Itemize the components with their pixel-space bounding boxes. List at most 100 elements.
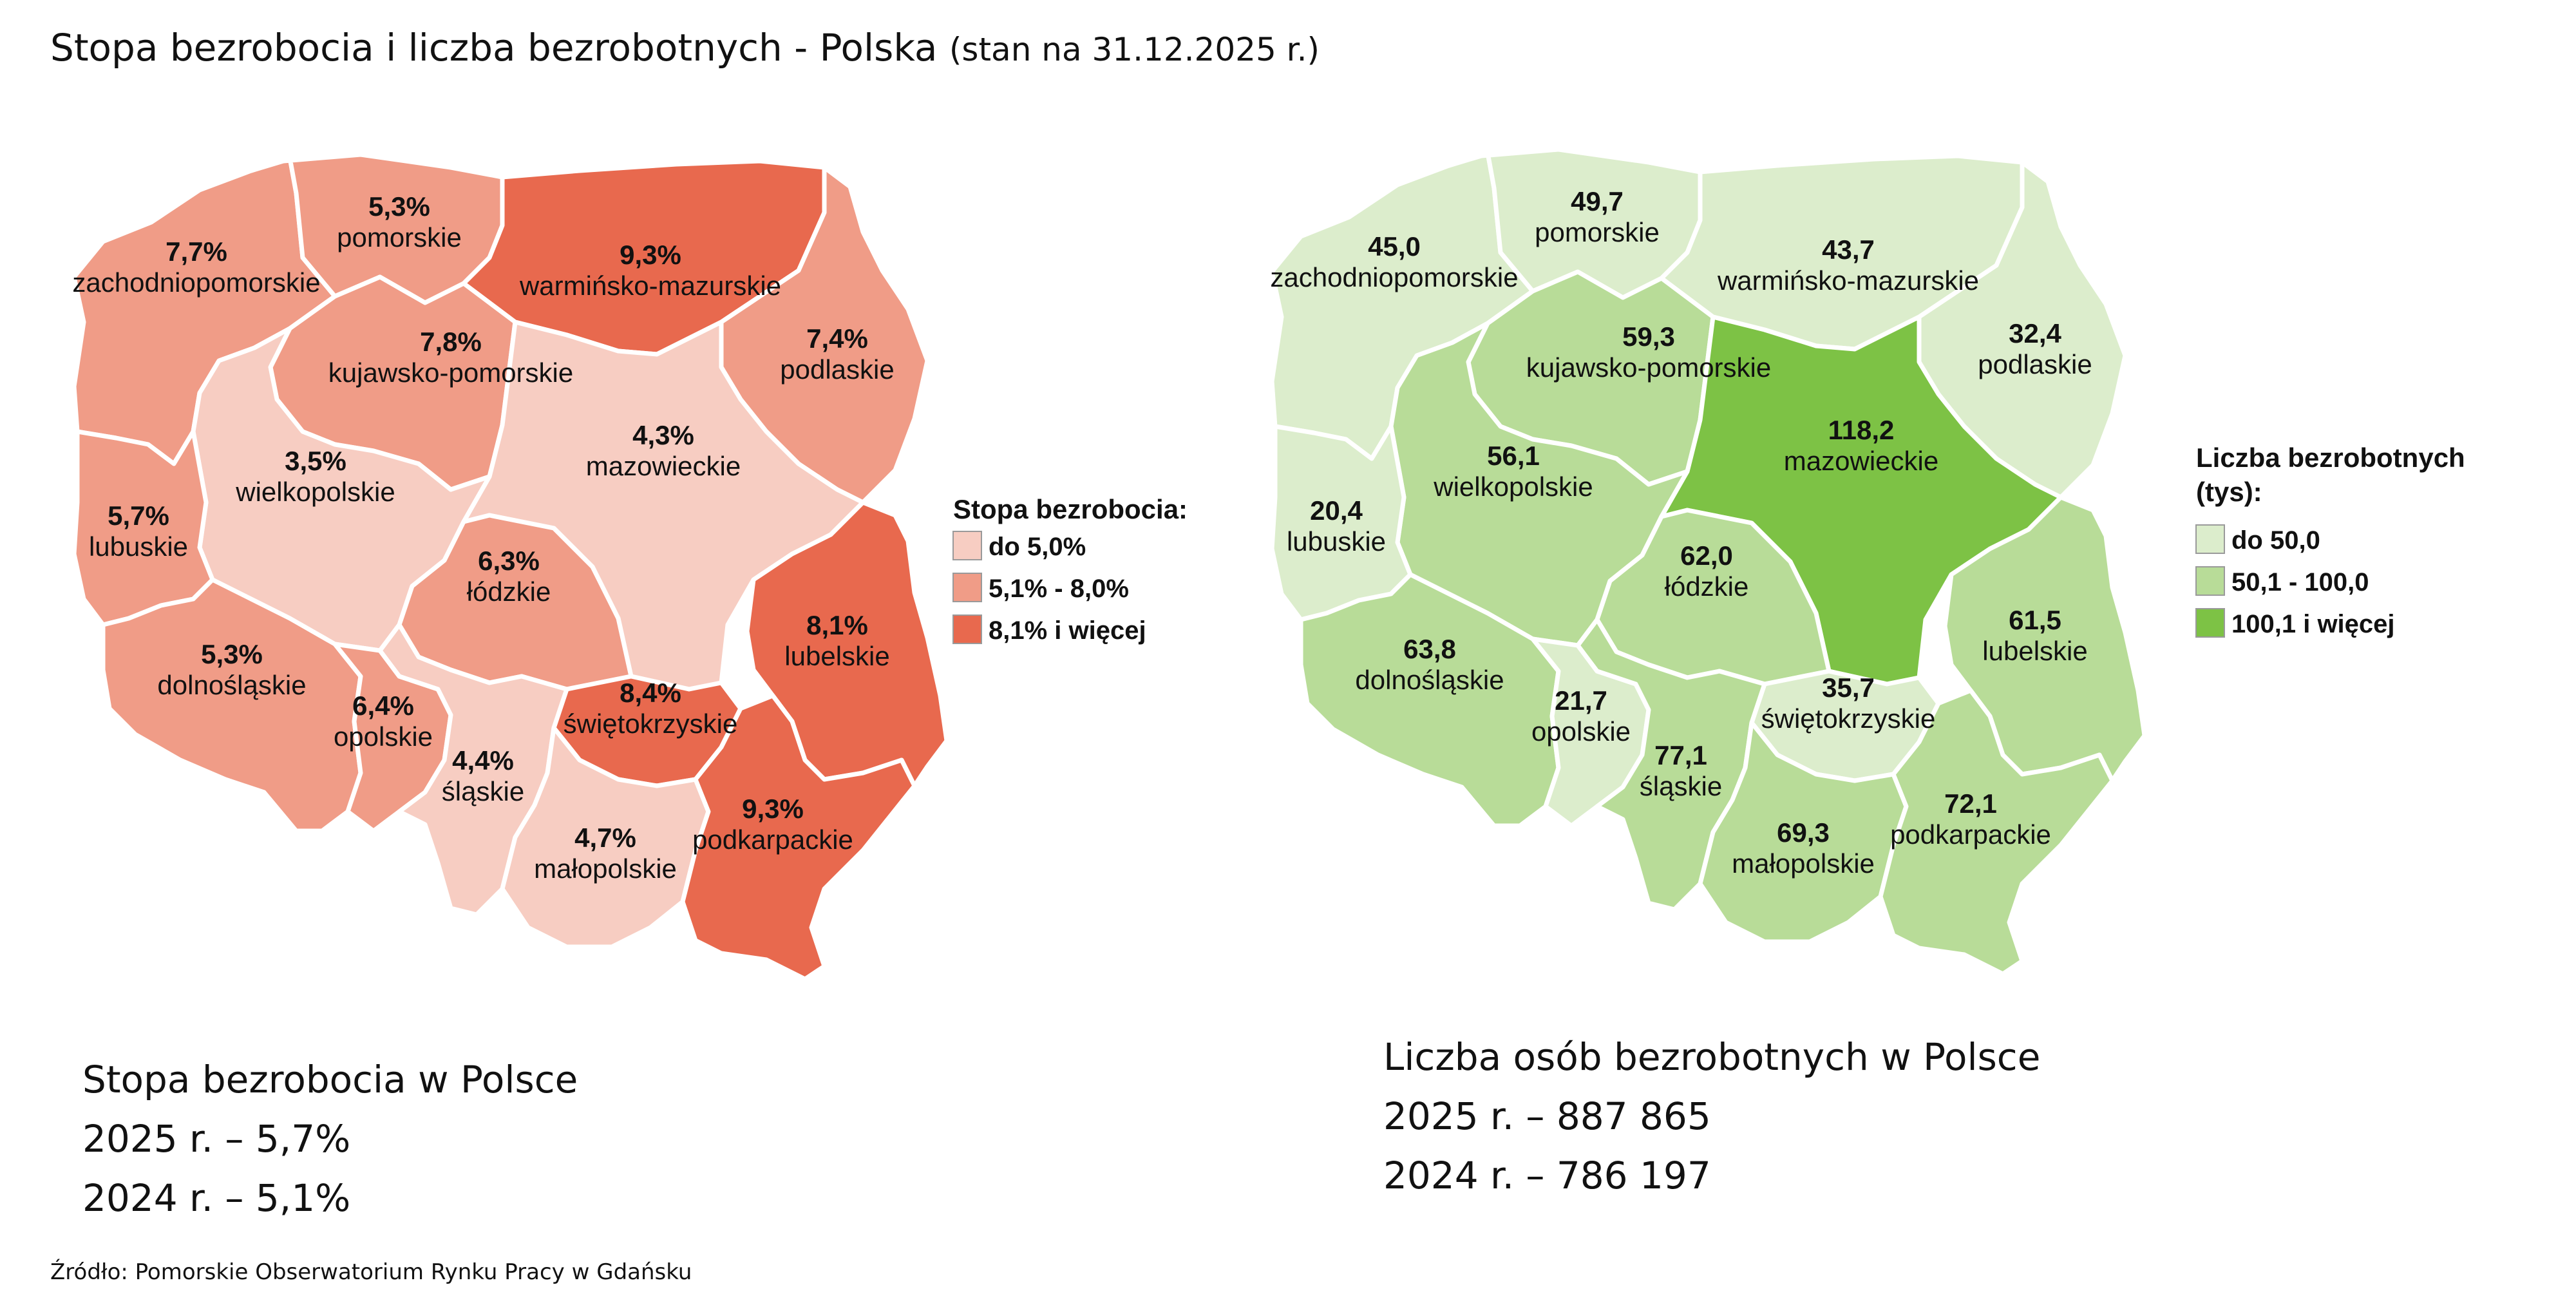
rate-name-slaskie: śląskie <box>442 776 524 806</box>
count-name-lubelskie: lubelskie <box>1982 636 2087 666</box>
rate-name-podlaskie: podlaskie <box>780 354 894 385</box>
count-legend-swatch-high <box>2195 608 2225 638</box>
count-value-lubelskie: 61,5 <box>2009 605 2061 635</box>
title-main: Stopa bezrobocia i liczba bezrobotnych -… <box>50 26 938 70</box>
count-legend-item-low: do 50,0 <box>2231 526 2320 555</box>
count-name-slaskie: śląskie <box>1640 771 1722 801</box>
rate-legend-item-high: 8,1% i więcej <box>989 616 1146 645</box>
count-name-opolskie: opolskie <box>1531 716 1631 747</box>
unemployment-rate-labels: 7,7%zachodniopomorskie5,3%pomorskie9,3%w… <box>72 191 894 884</box>
count-summary-2024: 2024 r. – 786 197 <box>1383 1154 1711 1197</box>
rate-name-kujawsko-pomorskie: kujawsko-pomorskie <box>328 357 573 388</box>
count-name-wielkopolskie: wielkopolskie <box>1433 471 1593 502</box>
count-value-dolnoslaskie: 63,8 <box>1403 634 1456 664</box>
rate-value-wielkopolskie: 3,5% <box>285 446 346 476</box>
rate-summary: Stopa bezrobocia w Polsce 2025 r. – 5,7%… <box>82 1050 578 1228</box>
count-value-swietokrzyskie: 35,7 <box>1822 672 1875 703</box>
count-name-podkarpackie: podkarpackie <box>1890 819 2051 850</box>
count-region-slaskie <box>1575 617 1767 912</box>
page-title: Stopa bezrobocia i liczba bezrobotnych -… <box>50 26 1320 70</box>
count-name-dolnoslaskie: dolnośląskie <box>1355 665 1504 695</box>
rate-name-opolskie: opolskie <box>334 721 433 752</box>
rate-value-malopolskie: 4,7% <box>574 823 636 853</box>
rate-value-dolnoslaskie: 5,3% <box>201 639 263 669</box>
rate-value-zachodniopomorskie: 7,7% <box>166 236 227 267</box>
count-legend: Liczba bezrobotnych (tys): do 50,0 50,1 … <box>2195 443 2465 638</box>
count-summary-2025: 2025 r. – 887 865 <box>1383 1094 1711 1138</box>
rate-value-podlaskie: 7,4% <box>806 323 868 354</box>
count-value-wielkopolskie: 56,1 <box>1487 441 1540 471</box>
count-summary-heading: Liczba osób bezrobotnych w Polsce <box>1383 1035 2041 1079</box>
count-name-zachodniopomorskie: zachodniopomorskie <box>1270 262 1518 292</box>
title-suffix: (stan na 31.12.2025 r.) <box>949 31 1320 68</box>
unemployment-rate-map <box>71 152 949 982</box>
count-legend-swatch-mid <box>2195 566 2225 596</box>
rate-legend-swatch-high <box>952 614 982 644</box>
count-value-podlaskie: 32,4 <box>2009 318 2061 348</box>
rate-value-kujawsko-pomorskie: 7,8% <box>420 327 482 357</box>
count-value-pomorskie: 49,7 <box>1571 186 1624 216</box>
rate-value-warminsko-mazurskie: 9,3% <box>620 240 681 270</box>
rate-name-lodzkie: łódzkie <box>467 576 551 607</box>
rate-name-swietokrzyskie: świętokrzyskie <box>564 709 738 739</box>
count-value-slaskie: 77,1 <box>1654 740 1707 770</box>
rate-legend-swatch-low <box>952 531 982 560</box>
unemployed-count-labels: 45,0zachodniopomorskie49,7pomorskie43,7w… <box>1270 186 2092 879</box>
count-value-podkarpackie: 72,1 <box>1944 788 1997 819</box>
rate-value-lubuskie: 5,7% <box>108 500 169 531</box>
rate-name-warminsko-mazurskie: warmińsko-mazurskie <box>519 271 781 301</box>
rate-name-wielkopolskie: wielkopolskie <box>235 477 395 507</box>
rate-legend: Stopa bezrobocia: do 5,0% 5,1% - 8,0% 8,… <box>952 494 1188 645</box>
rate-value-mazowieckie: 4,3% <box>632 420 694 450</box>
count-value-warminsko-mazurskie: 43,7 <box>1822 234 1875 265</box>
count-value-lubuskie: 20,4 <box>1310 495 1363 526</box>
rate-name-zachodniopomorskie: zachodniopomorskie <box>72 267 320 298</box>
rate-value-swietokrzyskie: 8,4% <box>620 678 681 708</box>
rate-name-mazowieckie: mazowieckie <box>586 451 741 481</box>
rate-name-pomorskie: pomorskie <box>337 222 462 252</box>
rate-value-pomorskie: 5,3% <box>368 191 430 222</box>
rate-summary-2024: 2024 r. – 5,1% <box>82 1176 351 1220</box>
rate-legend-item-low: do 5,0% <box>989 533 1086 561</box>
count-value-zachodniopomorskie: 45,0 <box>1368 231 1421 262</box>
rate-legend-item-mid: 5,1% - 8,0% <box>989 575 1129 603</box>
rate-name-podkarpackie: podkarpackie <box>692 824 853 855</box>
count-name-malopolskie: małopolskie <box>1732 848 1875 879</box>
count-name-pomorskie: pomorskie <box>1535 217 1660 247</box>
rate-value-slaskie: 4,4% <box>452 745 514 776</box>
count-region-podkarpackie <box>1878 688 2115 976</box>
count-legend-item-high: 100,1 i więcej <box>2231 610 2395 638</box>
source-note: Źródło: Pomorskie Obserwatorium Rynku Pr… <box>50 1259 692 1285</box>
rate-value-lubelskie: 8,1% <box>806 610 868 640</box>
count-name-swietokrzyskie: świętokrzyskie <box>1761 703 1936 734</box>
rate-value-podkarpackie: 9,3% <box>742 794 804 824</box>
count-name-kujawsko-pomorskie: kujawsko-pomorskie <box>1526 352 1771 383</box>
count-value-malopolskie: 69,3 <box>1777 817 1830 848</box>
rate-summary-2025: 2025 r. – 5,7% <box>82 1117 351 1161</box>
rate-value-opolskie: 6,4% <box>352 690 414 721</box>
rate-name-lubuskie: lubuskie <box>89 531 188 562</box>
rate-legend-swatch-mid <box>952 573 982 602</box>
count-name-warminsko-mazurskie: warmińsko-mazurskie <box>1717 265 1979 296</box>
count-value-opolskie: 21,7 <box>1555 685 1607 716</box>
rate-region-podkarpackie <box>680 693 917 982</box>
rate-name-dolnoslaskie: dolnośląskie <box>157 670 306 700</box>
rate-legend-title: Stopa bezrobocia: <box>953 494 1188 524</box>
count-name-mazowieckie: mazowieckie <box>1784 446 1938 476</box>
rate-region-slaskie <box>377 622 569 917</box>
unemployed-count-map <box>1269 147 2147 976</box>
count-value-mazowieckie: 118,2 <box>1828 415 1895 445</box>
rate-value-lodzkie: 6,3% <box>478 546 540 576</box>
count-legend-item-mid: 50,1 - 100,0 <box>2231 568 2369 596</box>
count-name-lodzkie: łódzkie <box>1665 571 1749 602</box>
count-legend-title-line1: Liczba bezrobotnych <box>2196 443 2465 473</box>
count-legend-title-line2: (tys): <box>2196 477 2262 507</box>
count-legend-swatch-low <box>2195 524 2225 554</box>
count-name-lubuskie: lubuskie <box>1287 526 1386 557</box>
rate-summary-heading: Stopa bezrobocia w Polsce <box>82 1058 578 1101</box>
count-name-podlaskie: podlaskie <box>1978 349 2092 379</box>
count-value-kujawsko-pomorskie: 59,3 <box>1622 321 1675 352</box>
count-summary: Liczba osób bezrobotnych w Polsce 2025 r… <box>1383 1027 2040 1205</box>
count-value-lodzkie: 62,0 <box>1680 540 1733 571</box>
